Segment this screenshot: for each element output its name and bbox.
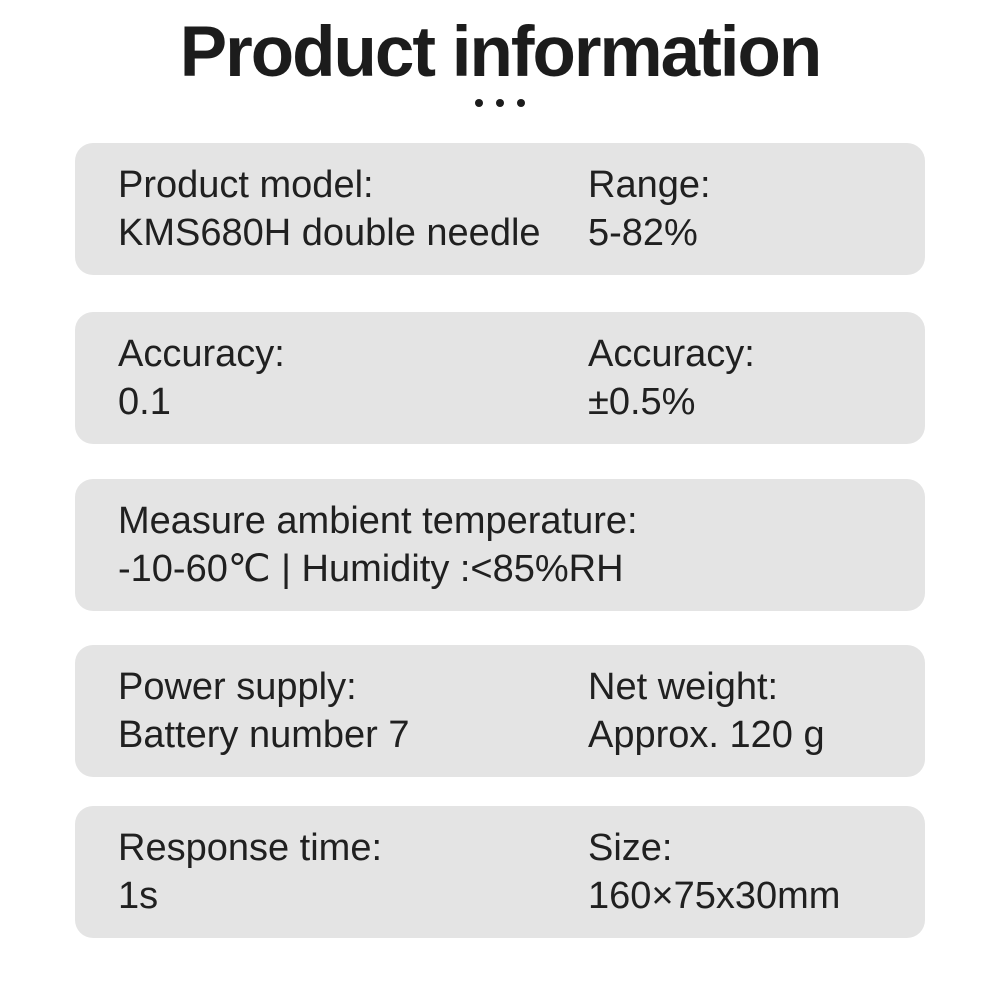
page-title: Product information <box>179 13 822 92</box>
spec-label: Range: <box>588 164 711 206</box>
spec-col: Power supply: Battery number 7 <box>118 645 409 777</box>
spec-col: Range: 5-82% <box>588 143 711 275</box>
dot <box>475 99 483 107</box>
spec-label: Accuracy: <box>588 333 755 375</box>
spec-value: 1s <box>118 875 159 917</box>
spec-value: 0.1 <box>118 381 171 423</box>
spec-value: Battery number 7 <box>118 714 410 756</box>
spec-card-temperature: Measure ambient temperature: -10-60℃ | H… <box>75 479 925 611</box>
spec-col: Accuracy: 0.1 <box>118 312 285 444</box>
spec-card-response-size: Response time: 1s Size: 160×75x30mm <box>75 806 925 938</box>
spec-card-accuracy: Accuracy: 0.1 Accuracy: ±0.5% <box>75 312 925 444</box>
spec-card-power-weight: Power supply: Battery number 7 Net weigh… <box>75 645 925 777</box>
spec-label: Size: <box>588 827 673 869</box>
spec-label: Net weight: <box>588 666 779 708</box>
dot <box>517 99 525 107</box>
spec-col: Accuracy: ±0.5% <box>588 312 755 444</box>
spec-value: 160×75x30mm <box>588 875 841 917</box>
spec-col: Size: 160×75x30mm <box>588 806 840 938</box>
spec-col: Net weight: Approx. 120 g <box>588 645 825 777</box>
spec-value: -10-60℃ | Humidity :<85%RH <box>118 548 624 590</box>
dot <box>496 99 504 107</box>
spec-col: Measure ambient temperature: -10-60℃ | H… <box>118 479 638 611</box>
spec-label: Accuracy: <box>118 333 285 375</box>
spec-value: KMS680H double needle <box>118 212 541 254</box>
spec-label: Power supply: <box>118 666 357 708</box>
spec-card-model-range: Product model: KMS680H double needle Ran… <box>75 143 925 275</box>
spec-label: Product model: <box>118 164 374 206</box>
ellipsis-icon <box>0 99 1000 107</box>
spec-value: ±0.5% <box>588 381 696 423</box>
spec-label: Measure ambient temperature: <box>118 500 638 542</box>
spec-value: Approx. 120 g <box>588 714 825 756</box>
spec-label: Response time: <box>118 827 383 869</box>
spec-value: 5-82% <box>588 212 698 254</box>
spec-col: Response time: 1s <box>118 806 382 938</box>
spec-col: Product model: KMS680H double needle <box>118 143 541 275</box>
